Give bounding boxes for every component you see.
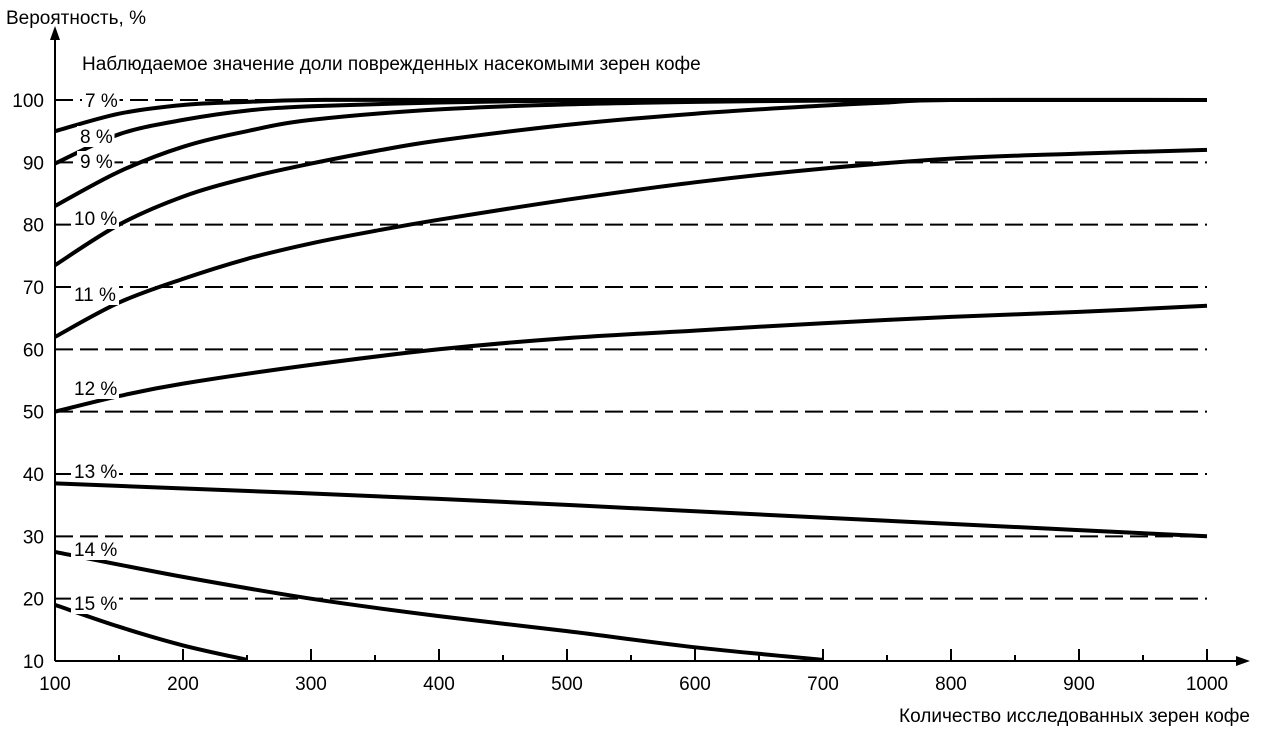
series-label: 13 % [74, 462, 117, 483]
series-label: 10 % [74, 209, 117, 230]
y-tick-label: 40 [23, 465, 44, 486]
series-label: 7 % [85, 91, 118, 112]
y-tick-label: 60 [23, 340, 44, 361]
series-line [55, 483, 1207, 536]
y-tick-label: 20 [23, 590, 44, 611]
x-tick-label: 100 [39, 674, 71, 695]
y-tick-label: 90 [23, 153, 44, 174]
grid-lines [55, 100, 1207, 599]
x-tick-label: 600 [679, 674, 711, 695]
series-label: 15 % [74, 594, 117, 615]
x-axis-title: Количество исследованных зерен кофе [899, 706, 1250, 727]
x-tick-label: 400 [423, 674, 455, 695]
y-tick-label: 80 [23, 216, 44, 237]
x-tick-label: 500 [551, 674, 583, 695]
x-tick-label: 900 [1063, 674, 1095, 695]
x-ticks: 100 200 300 400 500 600 700 800 900 1000 [39, 649, 1228, 695]
y-ticks: 10 20 30 40 50 60 70 80 90 100 [12, 91, 44, 673]
series-label: 11 % [74, 285, 116, 306]
x-tick-label: 1000 [1186, 674, 1228, 695]
series-label: 14 % [74, 540, 117, 561]
y-tick-label: 30 [23, 527, 44, 548]
x-tick-label: 200 [167, 674, 199, 695]
series-line [55, 306, 1207, 412]
series-label: 12 % [74, 379, 117, 400]
y-tick-label: 100 [12, 91, 44, 112]
series-line [55, 100, 1207, 265]
x-tick-label: 700 [807, 674, 839, 695]
x-tick-label: 800 [935, 674, 967, 695]
series-label: 9 % [80, 152, 113, 173]
series-label: 8 % [80, 127, 113, 148]
y-tick-label: 50 [23, 403, 44, 424]
y-tick-label: 70 [23, 278, 44, 299]
chart-title: Наблюдаемое значение доли поврежденных н… [82, 54, 701, 75]
x-tick-label: 300 [295, 674, 327, 695]
series-lines [55, 100, 1207, 660]
series-line [55, 150, 1207, 337]
y-tick-label: 10 [23, 652, 44, 673]
y-axis-title: Вероятность, % [6, 8, 146, 29]
